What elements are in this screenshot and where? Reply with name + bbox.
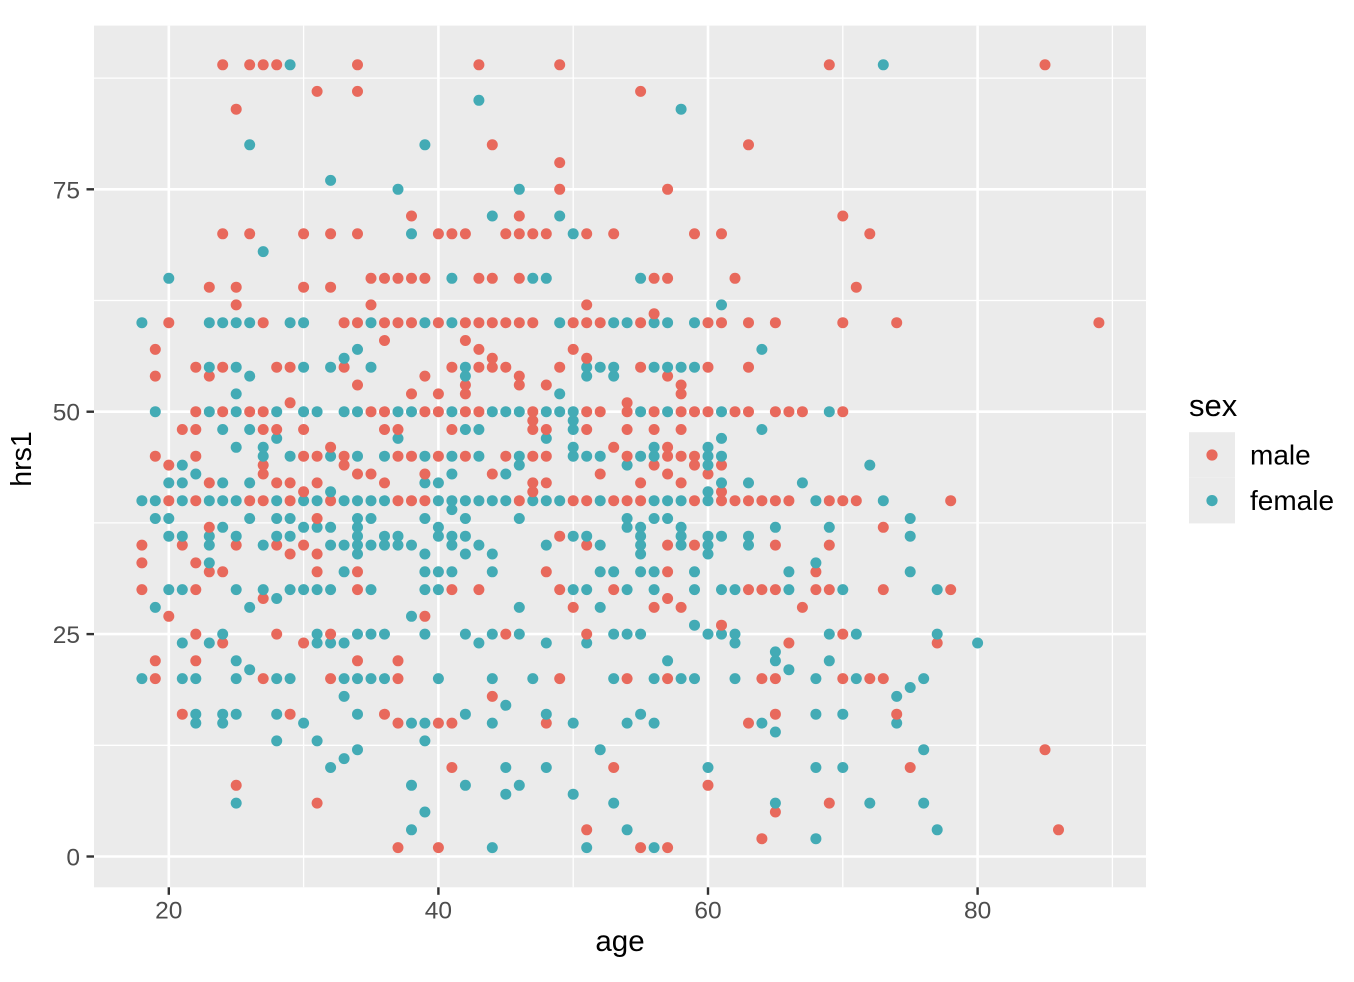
svg-text:0: 0 bbox=[66, 845, 80, 872]
svg-text:male: male bbox=[1250, 440, 1311, 471]
svg-text:20: 20 bbox=[155, 898, 182, 925]
svg-text:25: 25 bbox=[53, 622, 80, 649]
svg-text:sex: sex bbox=[1189, 388, 1238, 423]
svg-text:60: 60 bbox=[694, 898, 721, 925]
svg-text:hrs1: hrs1 bbox=[6, 431, 38, 486]
svg-text:80: 80 bbox=[964, 898, 991, 925]
svg-text:50: 50 bbox=[53, 400, 80, 427]
svg-text:age: age bbox=[595, 925, 644, 958]
svg-text:75: 75 bbox=[53, 177, 80, 204]
svg-text:40: 40 bbox=[425, 898, 452, 925]
svg-text:female: female bbox=[1250, 485, 1334, 516]
